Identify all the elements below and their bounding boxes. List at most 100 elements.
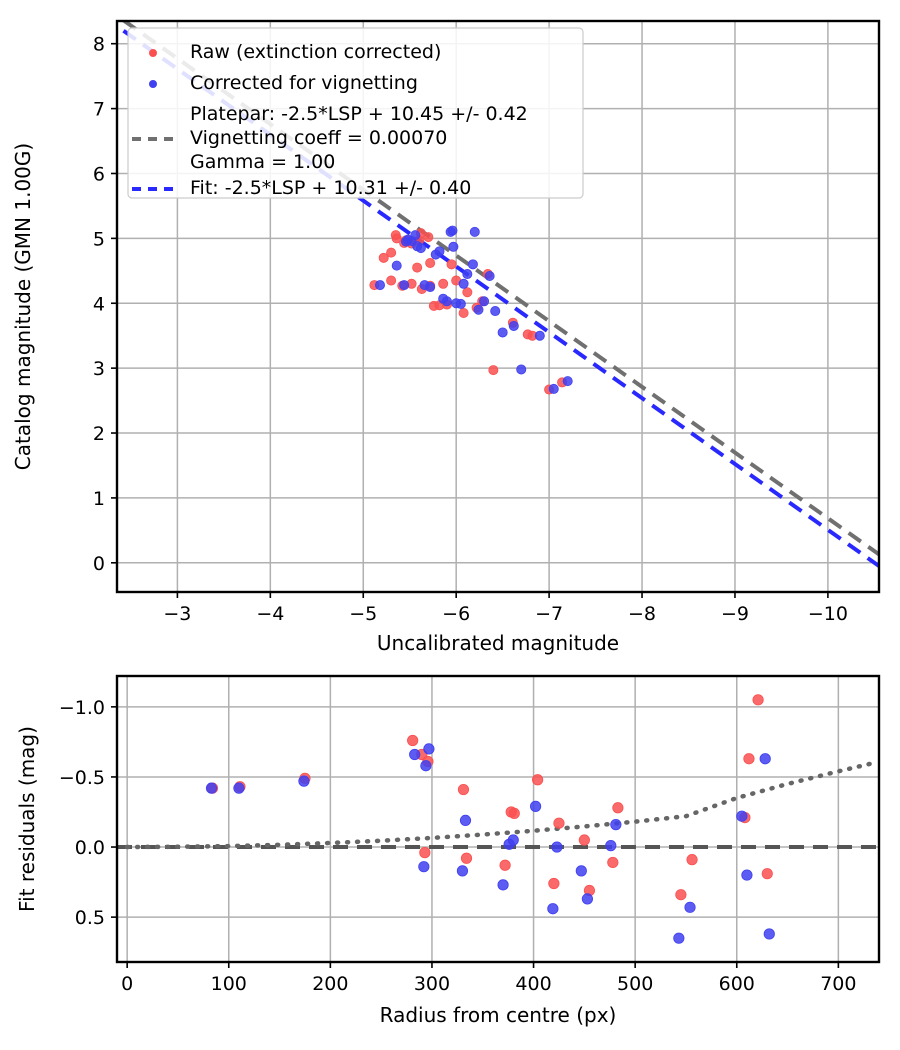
data-point xyxy=(434,246,445,257)
data-point xyxy=(578,834,590,846)
data-point xyxy=(458,307,469,318)
x-tick-label: 600 xyxy=(719,973,755,995)
data-point xyxy=(386,275,397,286)
scatter-series xyxy=(206,694,773,901)
data-point xyxy=(418,861,430,873)
data-point xyxy=(675,889,687,901)
y-tick-label: 4 xyxy=(93,293,105,315)
data-point xyxy=(467,259,478,270)
x-tick-label: 0 xyxy=(121,973,133,995)
data-point xyxy=(605,840,617,852)
x-tick-label: −9 xyxy=(721,603,749,625)
legend-label: Gamma = 1.00 xyxy=(190,151,335,173)
data-point xyxy=(446,259,457,270)
x-tick-label: 100 xyxy=(211,973,247,995)
data-point xyxy=(490,306,501,317)
data-point xyxy=(423,743,435,755)
data-point xyxy=(529,800,542,812)
data-point xyxy=(374,280,385,291)
scatter-series xyxy=(374,225,573,394)
legend-entry: Raw (extinction corrected) xyxy=(148,41,441,63)
data-point xyxy=(460,852,473,864)
legend-marker-icon xyxy=(148,80,157,89)
data-point xyxy=(508,320,519,331)
data-point xyxy=(412,262,423,273)
data-point xyxy=(488,365,499,376)
x-tick-label: 500 xyxy=(617,973,653,995)
y-tick-label: −1.0 xyxy=(59,697,105,719)
data-point xyxy=(391,260,402,271)
data-point xyxy=(473,304,484,315)
x-tick-label: −3 xyxy=(163,603,191,625)
data-point xyxy=(507,834,519,846)
data-point xyxy=(459,814,472,827)
data-point xyxy=(462,287,473,298)
data-point xyxy=(684,901,696,913)
data-point xyxy=(409,748,421,761)
data-point xyxy=(508,807,520,819)
plot-frame xyxy=(115,19,881,594)
data-point xyxy=(551,841,563,853)
plot-content xyxy=(117,694,879,944)
y-tick-label: 6 xyxy=(93,163,105,185)
data-point xyxy=(386,247,397,258)
x-tick-label: −5 xyxy=(349,603,377,625)
data-point xyxy=(741,869,753,881)
y-tick-label: 1 xyxy=(93,488,105,510)
data-point xyxy=(516,364,527,375)
data-point xyxy=(425,258,436,269)
data-point xyxy=(673,932,685,944)
data-point xyxy=(581,893,594,905)
legend-entry: Vignetting coeff = 0.00070 xyxy=(132,127,447,149)
legend-label: Fit: -2.5*LSP + 10.31 +/- 0.40 xyxy=(190,177,471,199)
y-tick-label: 2 xyxy=(93,423,105,445)
data-point xyxy=(575,865,587,877)
data-point xyxy=(686,854,698,866)
data-point xyxy=(479,296,490,307)
x-axis-label: Radius from centre (px) xyxy=(380,1003,617,1027)
legend-label: Platepar: -2.5*LSP + 10.45 +/- 0.42 xyxy=(190,103,528,125)
y-tick-label: 7 xyxy=(93,99,105,121)
y-tick-label: 0.0 xyxy=(75,837,105,859)
y-tick-label: 3 xyxy=(93,358,105,380)
legend-entry: Gamma = 1.00 xyxy=(190,151,335,173)
data-point xyxy=(469,226,480,237)
x-tick-label: −7 xyxy=(535,603,563,625)
data-point xyxy=(736,810,748,822)
legend-marker-icon xyxy=(148,49,157,58)
y-axis-label: Catalog magnitude (GMN 1.00G) xyxy=(11,143,35,470)
data-point xyxy=(410,230,421,241)
data-point xyxy=(553,817,565,829)
legend-label: Vignetting coeff = 0.00070 xyxy=(190,127,447,149)
data-point xyxy=(532,774,544,786)
data-point xyxy=(458,278,469,289)
data-point xyxy=(390,230,401,241)
data-point xyxy=(761,868,773,880)
data-point xyxy=(438,278,449,289)
data-point xyxy=(607,856,619,869)
legend-entry: Fit: -2.5*LSP + 10.31 +/- 0.40 xyxy=(132,177,471,199)
x-tick-label: −4 xyxy=(256,603,284,625)
legend-entry: Corrected for vignetting xyxy=(148,72,418,94)
data-point xyxy=(425,282,436,293)
x-tick-label: 300 xyxy=(414,973,450,995)
data-point xyxy=(423,232,434,243)
data-point xyxy=(378,252,389,263)
y-tick-label: 0 xyxy=(93,553,105,575)
data-point xyxy=(441,296,452,307)
data-point xyxy=(447,225,458,236)
data-point xyxy=(420,760,432,772)
data-point xyxy=(547,903,559,915)
data-point xyxy=(455,298,466,309)
data-point xyxy=(407,734,419,747)
y-axis-label: Fit residuals (mag) xyxy=(15,726,39,912)
y-tick-label: 0.5 xyxy=(75,907,105,929)
x-axis-label: Uncalibrated magnitude xyxy=(377,631,619,655)
data-point xyxy=(448,241,459,252)
data-point xyxy=(752,694,764,706)
legend-label: Raw (extinction corrected) xyxy=(190,41,441,63)
y-tick-label: −0.5 xyxy=(59,767,105,789)
y-tick-label: 5 xyxy=(93,228,105,250)
